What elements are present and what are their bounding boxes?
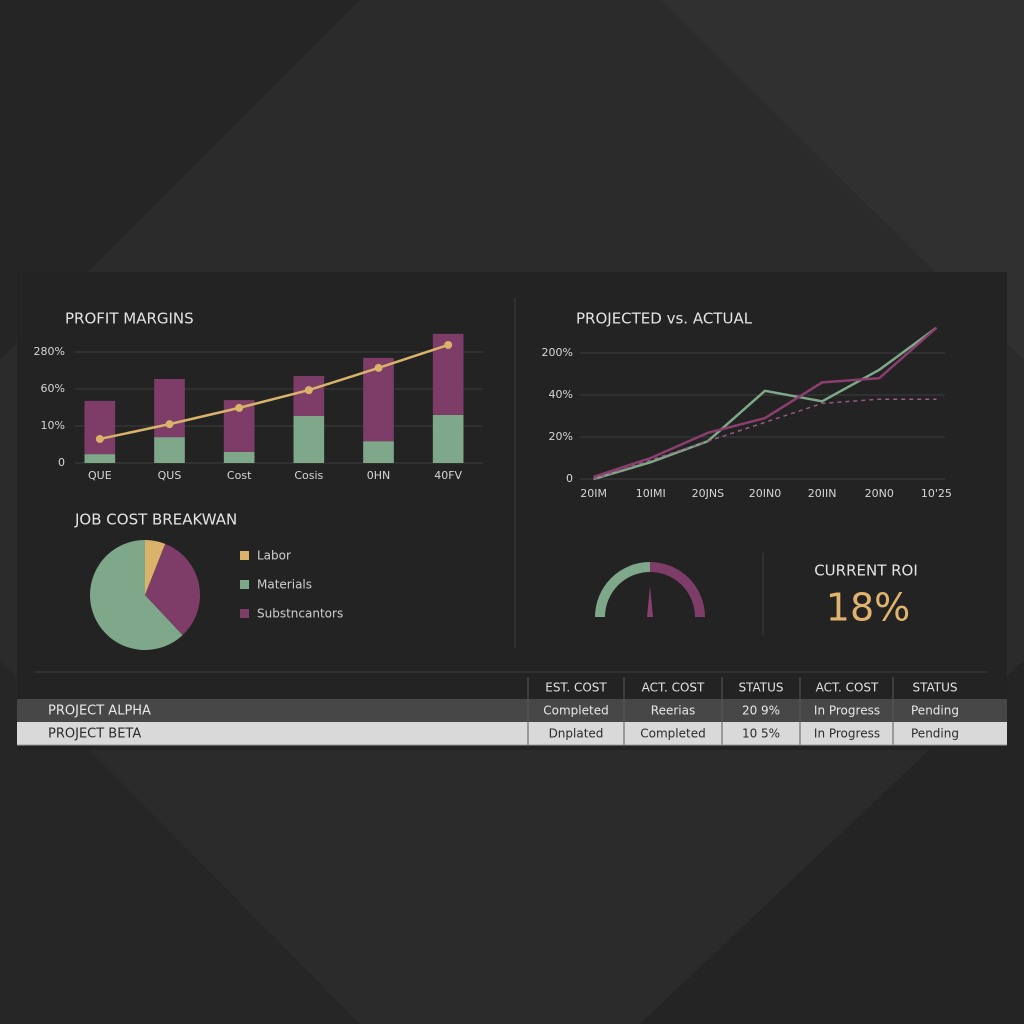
legend-swatch xyxy=(240,609,249,618)
point xyxy=(444,340,453,349)
x-tick-label: 10'25 xyxy=(921,487,952,500)
background-shade xyxy=(0,0,360,360)
x-tick-label: QUE xyxy=(88,469,112,482)
bar-segment xyxy=(363,441,394,463)
table-row xyxy=(17,722,1007,745)
bar-segment xyxy=(293,376,325,417)
x-tick-label: Cost xyxy=(227,469,252,482)
bar-segment xyxy=(84,454,116,463)
table-cell: 20 9% xyxy=(742,704,780,718)
table-header: ACT. COST xyxy=(642,681,705,695)
kpi-title: CURRENT ROI xyxy=(814,562,918,580)
background-shade xyxy=(0,660,360,1024)
row-label: PROJECT BETA xyxy=(48,727,141,742)
y-tick-label: 0 xyxy=(566,472,573,485)
table-cell: In Progress xyxy=(814,704,880,718)
kpi-value: 18% xyxy=(826,586,910,630)
line-series xyxy=(99,343,449,441)
line-series xyxy=(593,326,938,479)
bar-segment xyxy=(84,400,116,455)
pie-slice xyxy=(90,540,183,650)
chart-title: JOB COST BREAKWAN xyxy=(74,511,237,529)
gauge-arc xyxy=(595,562,651,618)
table-header: ACT. COST xyxy=(816,681,879,695)
table-cell: In Progress xyxy=(814,727,880,741)
y-tick-label: 0 xyxy=(58,456,65,469)
x-tick-label: Cosis xyxy=(294,469,323,482)
pie-slice xyxy=(145,543,200,636)
legend-label: Substncantors xyxy=(257,607,343,621)
chart-title: PROFIT MARGINS xyxy=(65,310,194,328)
table-cell: Pending xyxy=(911,727,959,741)
x-tick-label: QUS xyxy=(158,469,182,482)
y-tick-label: 40% xyxy=(549,388,573,401)
table-cell: Completed xyxy=(640,727,705,741)
table-cell: 10 5% xyxy=(742,727,780,741)
x-tick-label: 10IMI xyxy=(636,487,666,500)
gauge-arc xyxy=(649,562,705,618)
background-shade xyxy=(660,0,1024,360)
table-header: STATUS xyxy=(738,681,783,695)
pie-slice xyxy=(145,539,166,595)
table-cell: Pending xyxy=(911,704,959,718)
legend-swatch xyxy=(240,551,249,560)
legend-label: Materials xyxy=(257,578,312,592)
legend-label: Labor xyxy=(257,549,291,563)
chart-title: PROJECTED vs. ACTUAL xyxy=(576,310,753,328)
point xyxy=(304,386,313,395)
bar-segment xyxy=(223,451,255,463)
x-tick-label: 20IM xyxy=(580,487,607,500)
row-label: PROJECT ALPHA xyxy=(48,704,151,719)
x-tick-label: 40FV xyxy=(434,469,462,482)
table-cell: Reerias xyxy=(651,704,695,718)
point xyxy=(165,420,174,429)
y-tick-label: 60% xyxy=(41,382,65,395)
x-tick-label: 20JNS xyxy=(692,487,724,500)
gauge-needle xyxy=(647,586,653,617)
y-tick-label: 280% xyxy=(34,345,65,358)
legend-swatch xyxy=(240,580,249,589)
bar-segment xyxy=(293,416,325,463)
bar-segment xyxy=(154,379,185,438)
table-header: STATUS xyxy=(912,681,957,695)
y-tick-label: 20% xyxy=(549,430,573,443)
background-shade xyxy=(640,660,1024,1024)
line-series xyxy=(593,398,937,480)
point xyxy=(235,403,244,412)
table-cell: Completed xyxy=(543,704,608,718)
table-row xyxy=(17,699,1007,722)
y-tick-label: 10% xyxy=(41,419,65,432)
x-tick-label: 0HN xyxy=(367,469,391,482)
x-tick-label: 20N0 xyxy=(865,487,894,500)
y-tick-label: 200% xyxy=(542,346,573,359)
point xyxy=(95,434,104,443)
x-tick-label: 20IIN xyxy=(808,487,837,500)
bar-segment xyxy=(154,437,185,463)
table-header: EST. COST xyxy=(545,681,607,695)
point xyxy=(374,363,383,372)
line-series xyxy=(593,326,938,481)
bar-segment xyxy=(432,414,464,463)
x-tick-label: 20IN0 xyxy=(749,487,781,500)
table-cell: Dnplated xyxy=(549,727,604,741)
